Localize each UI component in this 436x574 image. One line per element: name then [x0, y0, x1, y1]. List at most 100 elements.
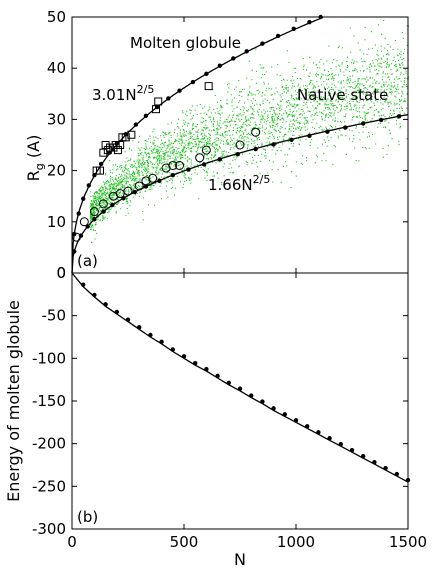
cloud-point	[93, 196, 95, 198]
cloud-point	[388, 66, 390, 68]
cloud-point	[231, 120, 233, 122]
cloud-point	[155, 172, 157, 174]
cloud-point	[345, 90, 347, 92]
cloud-point	[96, 202, 98, 204]
cloud-point	[165, 152, 167, 154]
cloud-point	[206, 158, 208, 160]
cloud-point	[158, 155, 160, 157]
cloud-point	[171, 162, 173, 164]
cloud-point	[236, 106, 238, 108]
cloud-point	[307, 75, 309, 77]
circle-marker	[98, 199, 108, 209]
cloud-point	[285, 85, 287, 87]
cloud-point	[151, 188, 153, 190]
cloud-point	[385, 81, 387, 83]
cloud-point	[351, 62, 353, 64]
cloud-point	[290, 79, 292, 81]
cloud-point	[328, 128, 330, 130]
cloud-point	[394, 95, 396, 97]
cloud-point	[182, 135, 184, 137]
cloud-point	[328, 78, 330, 80]
cloud-point	[395, 61, 397, 63]
cloud-point	[320, 78, 322, 80]
cloud-point	[205, 150, 207, 152]
cloud-point	[194, 109, 196, 111]
cloud-point	[266, 115, 268, 117]
cloud-point	[270, 116, 272, 118]
cloud-point	[104, 208, 106, 210]
cloud-point	[121, 179, 123, 181]
cloud-point	[125, 165, 127, 167]
cloud-point	[238, 126, 240, 128]
cloud-point	[271, 126, 273, 128]
cloud-point	[291, 105, 293, 107]
cloud-point	[247, 93, 249, 95]
cloud-point	[380, 45, 382, 47]
cloud-point	[390, 91, 392, 93]
energy-dot	[170, 347, 175, 352]
cloud-point	[366, 99, 368, 101]
cloud-point	[102, 193, 104, 195]
cloud-point	[383, 89, 385, 91]
cloud-point	[403, 112, 405, 114]
curve-dot	[132, 189, 137, 195]
cloud-point	[293, 105, 295, 107]
cloud-point	[129, 200, 131, 202]
energy-dot	[383, 465, 388, 471]
cloud-point	[146, 175, 148, 177]
cloud-point	[387, 145, 389, 147]
cloud-point	[383, 61, 385, 63]
cloud-point	[242, 132, 244, 134]
cloud-point	[306, 85, 308, 87]
cloud-point	[337, 101, 339, 103]
ytick-label: -200	[32, 435, 66, 453]
cloud-point	[190, 165, 192, 167]
cloud-point	[388, 91, 390, 93]
cloud-point	[335, 126, 337, 128]
cloud-point	[118, 184, 120, 186]
cloud-point	[183, 129, 185, 131]
cloud-point	[160, 161, 162, 163]
cloud-point	[291, 111, 293, 113]
cloud-point	[258, 127, 260, 129]
cloud-point	[207, 140, 209, 142]
cloud-point	[300, 128, 302, 130]
cloud-point	[250, 100, 252, 102]
cloud-point	[184, 134, 186, 136]
cloud-point	[316, 111, 318, 113]
cloud-point	[275, 123, 277, 125]
cloud-point	[262, 67, 264, 69]
cloud-point	[133, 172, 135, 174]
cloud-point	[195, 144, 197, 146]
cloud-point	[296, 117, 298, 119]
cloud-point	[189, 180, 191, 182]
cloud-point	[99, 208, 101, 210]
cloud-point	[96, 232, 98, 234]
cloud-point	[406, 93, 408, 95]
cloud-point	[280, 105, 282, 107]
cloud-point	[137, 187, 139, 189]
cloud-point	[323, 63, 325, 65]
cloud-point	[350, 86, 352, 88]
cloud-point	[319, 103, 321, 105]
cloud-point	[339, 65, 341, 67]
cloud-point	[114, 184, 116, 186]
cloud-point	[97, 198, 99, 200]
cloud-point	[365, 126, 367, 128]
cloud-point	[215, 128, 217, 130]
cloud-point	[282, 136, 284, 138]
cloud-point	[350, 80, 352, 82]
ytick-label: -50	[42, 307, 67, 325]
cloud-point	[210, 144, 212, 146]
cloud-point	[360, 70, 362, 72]
cloud-point	[260, 121, 262, 123]
cloud-point	[363, 70, 365, 72]
cloud-point	[338, 97, 340, 99]
cloud-point	[98, 201, 100, 203]
cloud-point	[381, 66, 383, 68]
cloud-point	[353, 105, 355, 107]
cloud-point	[322, 100, 324, 102]
cloud-point	[303, 117, 305, 119]
cloud-point	[326, 83, 328, 85]
energy-dot	[204, 366, 209, 372]
